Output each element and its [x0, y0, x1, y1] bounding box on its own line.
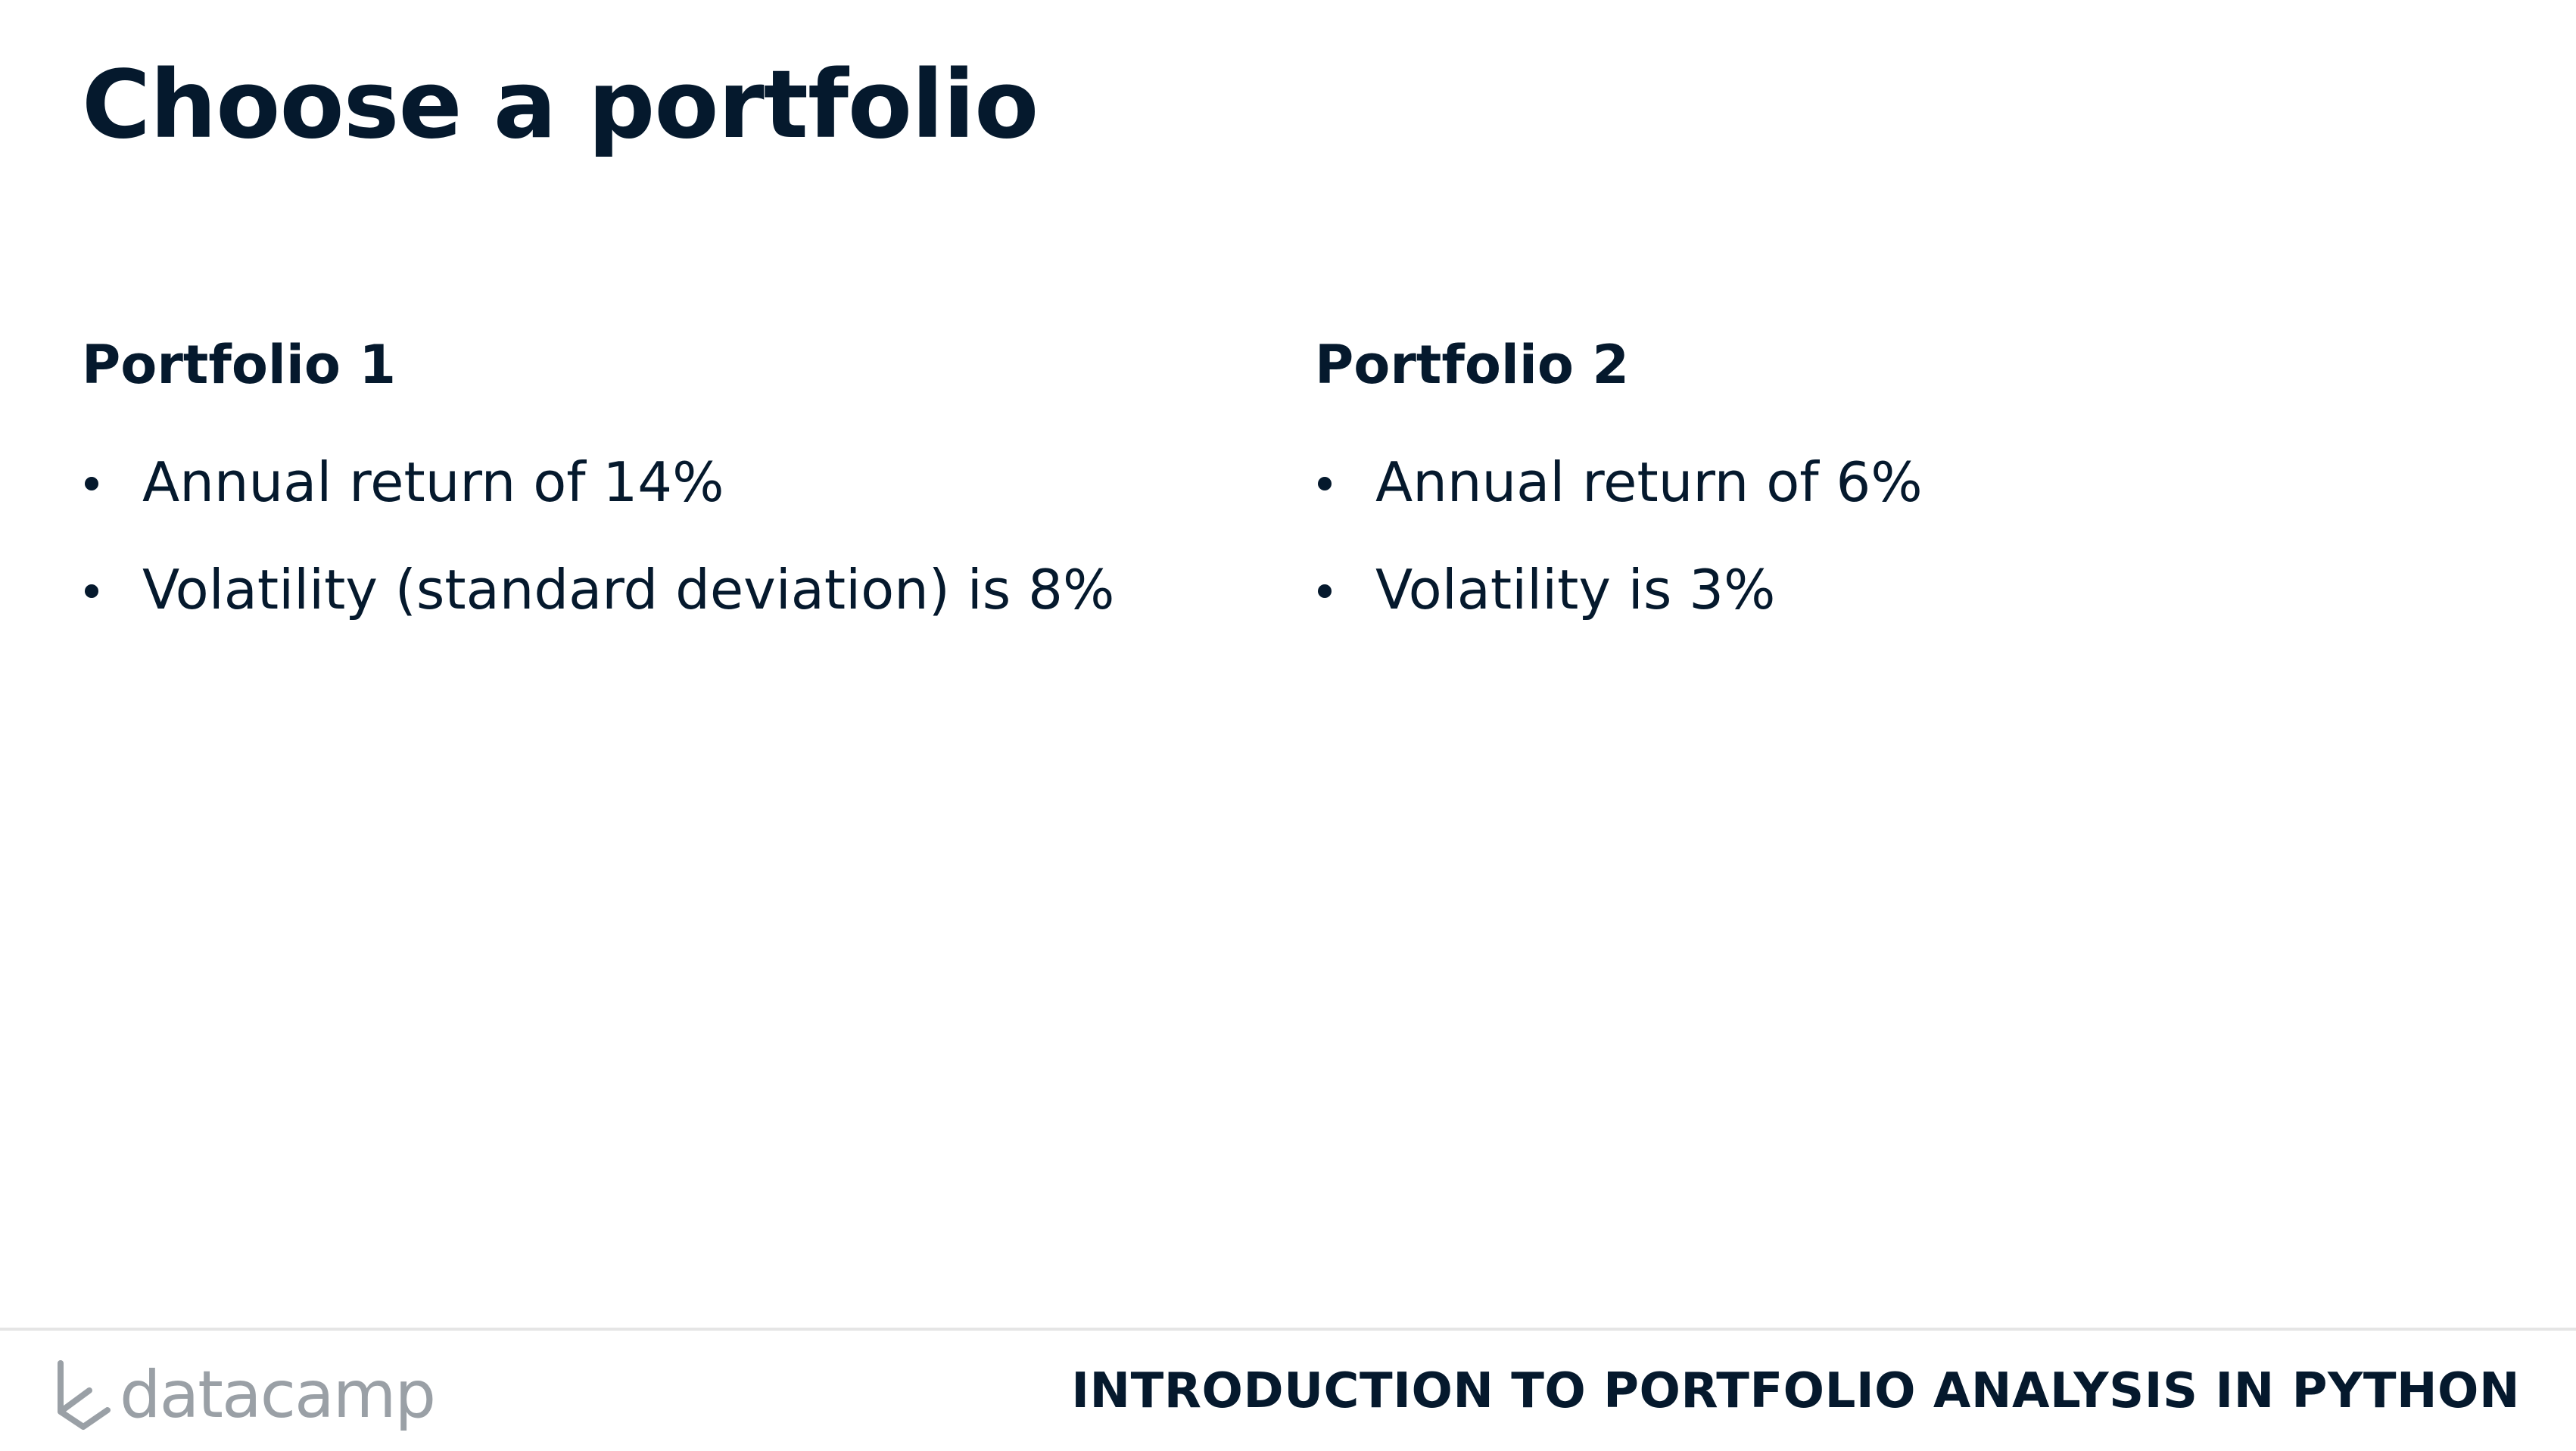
bullet-icon [1318, 477, 1332, 490]
bullet-text: Volatility is 3% [1375, 558, 1776, 622]
bullet-text: Volatility (standard deviation) is 8% [142, 558, 1115, 622]
list-item: Annual return of 14% [82, 450, 1217, 515]
bullet-icon [85, 584, 98, 599]
portfolio-2-column: Portfolio 2 Annual return of 6% Volatili… [1315, 333, 2450, 665]
list-item: Volatility (standard deviation) is 8% [82, 557, 1217, 622]
bullet-text: Annual return of 14% [142, 450, 724, 514]
slide-footer: datacamp INTRODUCTION TO PORTFOLIO ANALY… [0, 1328, 2576, 1451]
bullet-text: Annual return of 6% [1375, 450, 1923, 514]
logo-text: datacamp [120, 1357, 436, 1433]
portfolio-1-heading: Portfolio 1 [82, 334, 397, 396]
portfolio-2-heading: Portfolio 2 [1315, 334, 1630, 396]
portfolio-2-bullets: Annual return of 6% Volatility is 3% [1315, 450, 2450, 623]
bullet-icon [85, 477, 98, 490]
datacamp-logo: datacamp [53, 1353, 436, 1437]
portfolio-1-column: Portfolio 1 Annual return of 14% Volatil… [82, 333, 1217, 665]
slide-title: Choose a portfolio [82, 51, 1039, 160]
course-name: INTRODUCTION TO PORTFOLIO ANALYSIS IN PY… [1071, 1363, 2520, 1419]
portfolio-1-bullets: Annual return of 14% Volatility (standar… [82, 450, 1217, 623]
list-item: Annual return of 6% [1315, 450, 2450, 515]
bullet-icon [1318, 584, 1332, 599]
datacamp-logo-icon [58, 1360, 111, 1430]
list-item: Volatility is 3% [1315, 557, 2450, 622]
